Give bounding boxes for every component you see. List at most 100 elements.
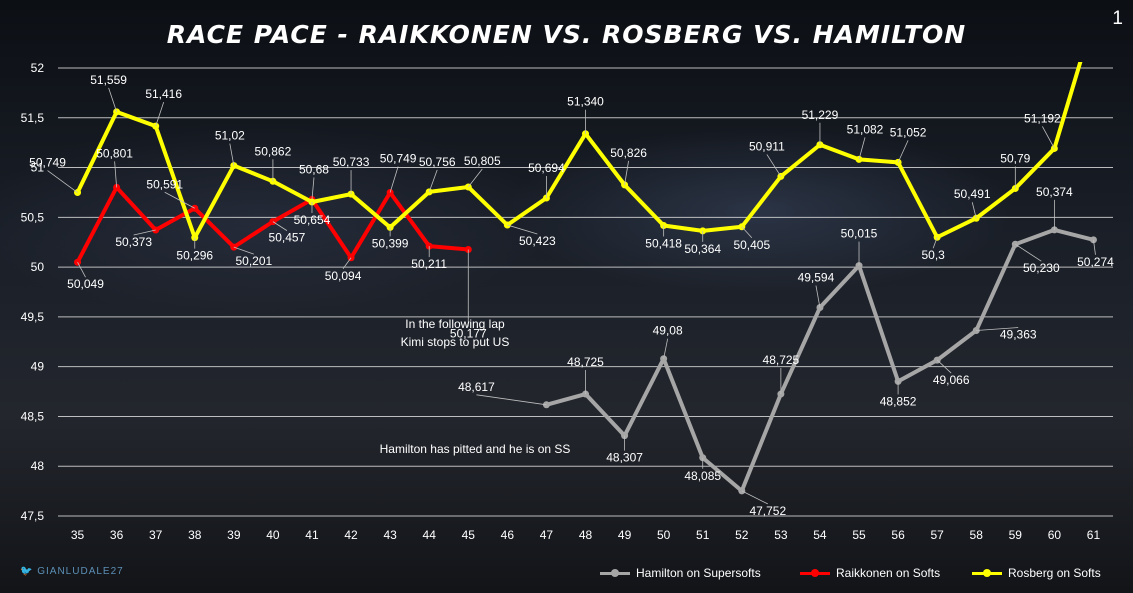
data-label: 51,340 (567, 95, 604, 109)
leader-line (897, 140, 909, 163)
x-tick-label: 37 (149, 528, 163, 542)
data-label: 49,08 (653, 324, 683, 338)
data-label: 51,559 (90, 73, 127, 87)
legend-swatch-raikkonen (800, 567, 830, 579)
leader-line (932, 237, 938, 249)
data-label: 50,015 (841, 227, 878, 241)
data-label: 50,373 (115, 235, 152, 249)
leader-line (766, 154, 782, 177)
x-tick-label: 53 (774, 528, 788, 542)
data-label: 50,3 (921, 248, 945, 262)
leader-line (815, 285, 821, 308)
leader-line (741, 490, 768, 505)
data-label: 51,052 (890, 125, 927, 139)
x-tick-label: 54 (813, 528, 827, 542)
data-label: 50,364 (684, 242, 721, 256)
x-tick-label: 39 (227, 528, 241, 542)
data-label: 50,094 (325, 269, 362, 283)
data-label: 50,274 (1077, 255, 1114, 269)
leader-line (976, 327, 1019, 331)
data-label: 48,725 (763, 353, 800, 367)
data-label: 50,826 (610, 146, 647, 160)
y-tick-label: 51 (31, 161, 45, 175)
x-tick-label: 45 (462, 528, 476, 542)
data-label: 50,230 (1023, 261, 1060, 275)
data-label: 50,749 (29, 156, 66, 170)
data-label: 50,296 (176, 249, 213, 263)
leader-line (229, 143, 235, 166)
kimi-annotation: In the following lap Kimi stops to put U… (380, 317, 530, 349)
page-number: 1 (1112, 8, 1123, 29)
x-tick-label: 58 (970, 528, 984, 542)
leader-line (858, 137, 866, 160)
leader-line (108, 87, 117, 113)
y-tick-label: 52 (31, 61, 45, 75)
leader-line (233, 246, 254, 255)
data-label: 50,733 (333, 155, 370, 169)
x-tick-label: 36 (110, 528, 124, 542)
x-tick-label: 51 (696, 528, 710, 542)
watermark: 🐦 GIANLUDALE27 (20, 566, 124, 577)
data-label: 50,591 (146, 177, 183, 191)
data-label: 50,418 (645, 236, 682, 250)
x-tick-label: 44 (423, 528, 437, 542)
x-tick-label: 49 (618, 528, 632, 542)
data-label: 48,725 (567, 355, 604, 369)
data-label: 50,68 (299, 162, 329, 176)
leader-line (936, 359, 952, 374)
legend-swatch-hamilton (600, 567, 630, 579)
x-tick-label: 60 (1048, 528, 1062, 542)
leader-line (1042, 126, 1055, 149)
leader-line (741, 226, 753, 239)
data-label: 51,229 (802, 108, 839, 122)
leader-line (342, 257, 352, 269)
watermark-text: GIANLUDALE27 (37, 566, 124, 577)
data-label: 50,654 (294, 213, 331, 227)
y-tick-label: 48 (31, 459, 45, 473)
data-label: 51,02 (215, 129, 245, 143)
leader-line (476, 394, 547, 406)
leader-line (467, 168, 483, 188)
leader-line (624, 160, 629, 185)
data-label: 50,177 (450, 326, 487, 340)
x-tick-label: 35 (71, 528, 85, 542)
y-tick-label: 47,5 (21, 509, 45, 523)
x-tick-label: 59 (1009, 528, 1023, 542)
legend-item-hamilton: Hamilton on Supersofts (600, 566, 761, 580)
leader-line (155, 102, 165, 127)
data-label: 50,211 (411, 257, 447, 271)
x-tick-label: 52 (735, 528, 749, 542)
leader-line (663, 338, 669, 359)
leader-line (164, 191, 195, 209)
leader-line (272, 221, 288, 231)
data-label: 50,911 (749, 139, 785, 153)
y-tick-label: 51,5 (21, 111, 45, 125)
leader-line (1015, 243, 1042, 262)
x-tick-label: 46 (501, 528, 515, 542)
chart-title: RACE PACE - RAIKKONEN VS. ROSBERG VS. HA… (166, 20, 967, 49)
y-tick-label: 49,5 (21, 310, 45, 324)
leader-line (1093, 239, 1096, 255)
kimi-annotation-line-1: In the following lap (405, 317, 505, 331)
x-tick-label: 43 (383, 528, 397, 542)
data-label: 50,756 (419, 155, 456, 169)
data-label: 48,307 (606, 451, 643, 465)
data-label: 50,801 (96, 146, 133, 160)
data-label: 50,862 (255, 144, 292, 158)
leader-line (47, 170, 78, 193)
x-tick-label: 50 (657, 528, 671, 542)
data-label: 50,201 (235, 254, 272, 268)
x-tick-label: 57 (930, 528, 944, 542)
data-label: 50,049 (67, 277, 104, 291)
y-tick-label: 48,5 (21, 409, 45, 423)
data-label: 48,617 (458, 380, 495, 394)
legend-item-rosberg: Rosberg on Softs (972, 566, 1101, 580)
x-tick-label: 40 (266, 528, 280, 542)
data-label: 50,405 (733, 238, 770, 252)
leader-line (311, 177, 315, 200)
data-label: 49,363 (1000, 328, 1037, 342)
data-label: 48,085 (684, 469, 721, 483)
leader-line (971, 202, 977, 219)
